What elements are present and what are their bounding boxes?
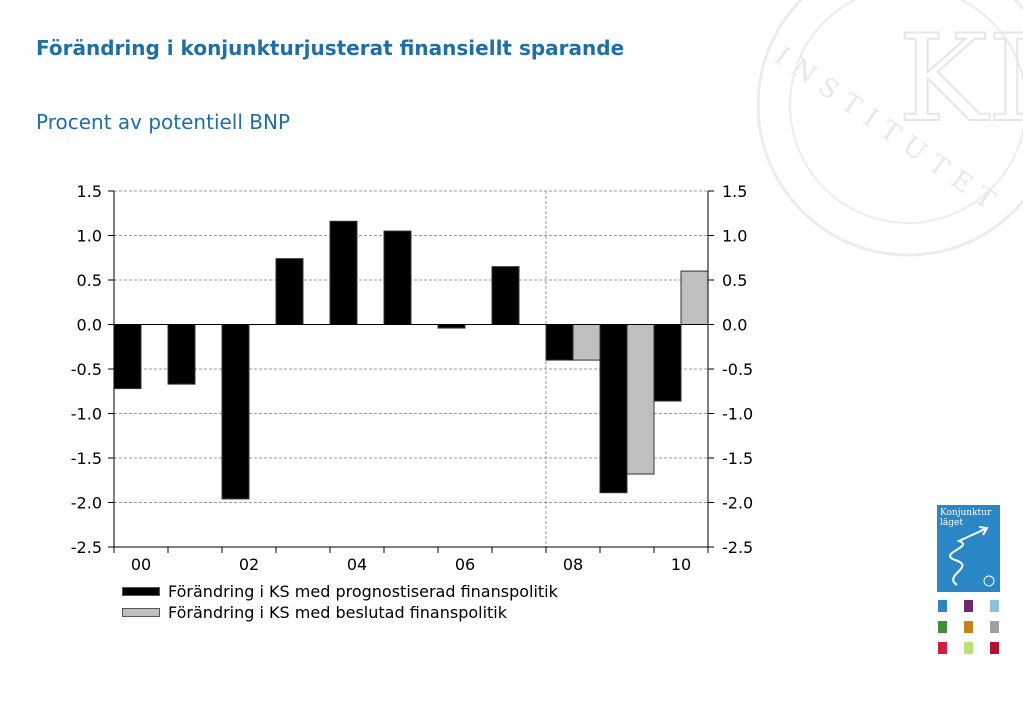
- legend-label: Förändring i KS med beslutad finanspolit…: [168, 603, 508, 622]
- cover-title-line1: Konjunktur: [940, 508, 992, 518]
- bar-prognosis: [383, 230, 412, 325]
- thumbnail: [938, 642, 947, 654]
- thumbnail: [990, 600, 999, 612]
- watermark-letters: KI: [898, 10, 1023, 149]
- x-tick-label: 06: [455, 555, 475, 574]
- y-tick-label-right: -2.0: [722, 494, 753, 513]
- y-tick-label-left: -2.0: [71, 494, 102, 513]
- bar-prognosis: [491, 266, 520, 325]
- x-tick-label: 10: [671, 555, 691, 574]
- y-tick-label-left: -1.0: [71, 405, 102, 424]
- y-tick-label-right: 0.0: [722, 316, 747, 335]
- cover-squiggle-icon: [949, 526, 995, 587]
- bar-prognosis: [653, 324, 682, 402]
- y-tick-label-left: -1.5: [71, 449, 102, 468]
- y-tick-label-right: 1.5: [722, 182, 747, 201]
- legend-swatch-black: [122, 587, 160, 596]
- y-tick-label-right: 1.0: [722, 227, 747, 246]
- cover-title: Konjunktur läget: [940, 508, 991, 528]
- bar-decided: [680, 270, 709, 326]
- bar-decided: [572, 324, 601, 361]
- bar-prognosis: [437, 324, 466, 329]
- legend-label: Förändring i KS med prognostiserad finan…: [168, 582, 558, 601]
- thumbnail: [938, 621, 947, 633]
- bar-prognosis: [329, 220, 358, 325]
- bar-prognosis: [221, 324, 250, 500]
- bar-decided: [626, 324, 655, 475]
- y-tick-label-left: 1.0: [77, 227, 102, 246]
- page-title: Förändring i konjunkturjusterat finansie…: [36, 36, 625, 60]
- page-subtitle: Procent av potentiell BNP: [36, 110, 291, 134]
- bar-prognosis: [167, 324, 196, 385]
- y-tick-label-right: -1.0: [722, 405, 753, 424]
- y-tick-label-left: -0.5: [71, 360, 102, 379]
- x-tick-label: 00: [131, 555, 151, 574]
- legend-swatch-gray: [122, 608, 160, 617]
- thumbnail: [964, 600, 973, 612]
- x-tick-label: 08: [563, 555, 583, 574]
- y-tick-label-right: -0.5: [722, 360, 753, 379]
- bar-prognosis: [275, 258, 304, 326]
- ki-watermark-logo: KI INSTITUTET: [756, 0, 1023, 257]
- thumbnail: [964, 621, 973, 633]
- thumbnail: [990, 621, 999, 633]
- y-tick-label-right: -2.5: [722, 538, 753, 557]
- bar-prognosis: [599, 324, 628, 494]
- y-tick-label-left: 0.0: [77, 316, 102, 335]
- y-tick-label-left: 0.5: [77, 271, 102, 290]
- y-tick-label-right: -1.5: [722, 449, 753, 468]
- thumbnail: [964, 642, 973, 654]
- y-tick-label-right: 0.5: [722, 271, 747, 290]
- bar-prognosis: [113, 324, 142, 390]
- konjunkturlaget-cover-image: Konjunktur läget: [937, 505, 1000, 592]
- y-tick-label-left: 1.5: [77, 182, 102, 201]
- thumbnail: [990, 642, 999, 654]
- bar-prognosis: [545, 324, 574, 361]
- thumbnail: [938, 600, 947, 612]
- y-tick-label-left: -2.5: [71, 538, 102, 557]
- cover-title-line2: läget: [940, 518, 963, 528]
- x-tick-label: 04: [347, 555, 367, 574]
- x-tick-label: 02: [239, 555, 259, 574]
